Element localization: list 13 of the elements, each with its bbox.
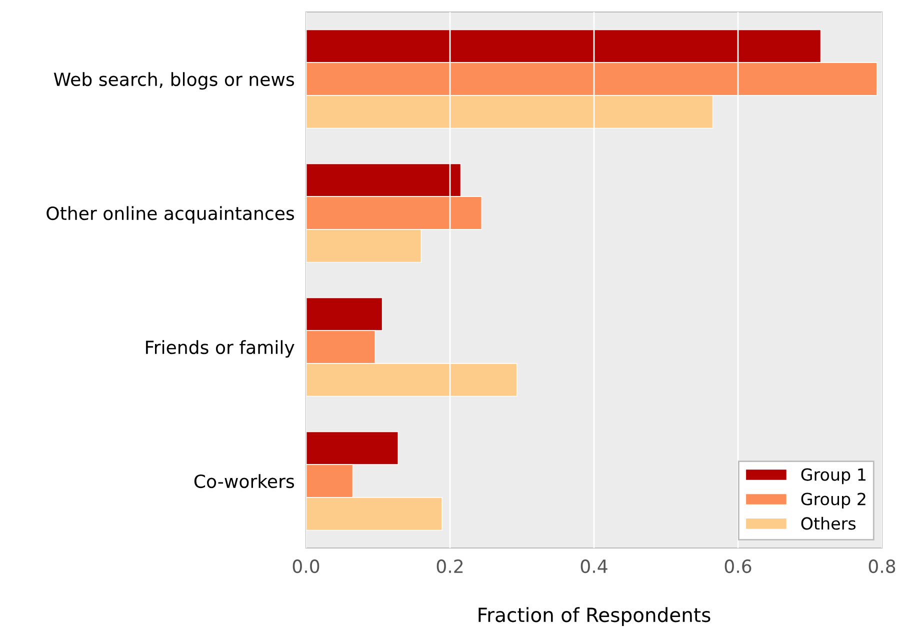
x-tick-label: 0.6 bbox=[724, 559, 752, 574]
legend-label: Group 2 bbox=[801, 492, 866, 509]
x-axis-title: Fraction of Respondents bbox=[478, 607, 710, 626]
x-tick-label: 0.4 bbox=[580, 559, 608, 574]
x-tick-label: 0.0 bbox=[292, 559, 320, 574]
legend-label: Group 1 bbox=[801, 468, 866, 484]
y-tick-label: Co-workers bbox=[194, 474, 294, 488]
y-tick-label: Web search, blogs or news bbox=[54, 72, 294, 90]
y-tick-label: Friends or family bbox=[146, 340, 294, 358]
x-tick-label: 0.8 bbox=[868, 559, 896, 574]
y-tick-label: Other online acquaintances bbox=[46, 206, 294, 224]
legend-label: Others bbox=[801, 516, 856, 530]
x-tick-label: 0.2 bbox=[436, 559, 463, 574]
